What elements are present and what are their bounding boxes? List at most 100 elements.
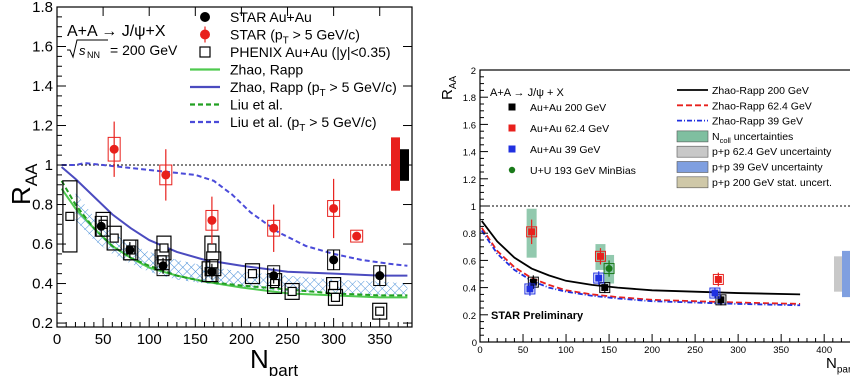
chart1-x-tick-label: 50 <box>95 331 112 348</box>
chart1-y-axis-label: RAA <box>6 163 41 205</box>
legend2-model-label: Ncoll uncertainties <box>712 131 793 145</box>
legend2-entry-label: Au+Au 200 GeV <box>530 102 606 114</box>
phenix-point <box>159 243 169 253</box>
chart2-x-tick-label: 200 <box>644 345 660 356</box>
chart1-y-tick-label: 1 <box>45 157 53 174</box>
chart2-y-tick-label: 0.4 <box>463 284 476 295</box>
data-point-series-3 <box>595 274 603 282</box>
star-auau-point <box>207 267 217 277</box>
chart1-annotation-energy: = 200 GeV <box>110 42 178 58</box>
star-auau-point <box>329 255 339 265</box>
chart2-plot-area <box>480 205 850 307</box>
phenix-sys-box <box>284 282 300 300</box>
model-curve-3 <box>480 229 801 307</box>
phenix-sys-box <box>156 235 172 261</box>
theory-curve-2 <box>60 166 408 277</box>
star-auau-point <box>125 245 135 255</box>
chart1-y-tick-label: 1.2 <box>32 118 53 135</box>
phenix-point <box>207 243 217 253</box>
chart2-y-tick-label: 0.8 <box>463 229 476 240</box>
chart1-y-tick-label: 1.6 <box>32 39 53 56</box>
data-point-series-3 <box>526 285 534 293</box>
model-curve-2 <box>480 227 801 305</box>
chart2-y-tick-label: 0.2 <box>463 311 476 322</box>
phenix-point <box>287 286 297 297</box>
chart1-x-tick-label: 150 <box>183 331 208 348</box>
legend2-box-sample <box>676 176 709 189</box>
legend2-box-sample <box>676 130 709 143</box>
phenix-point <box>209 259 219 269</box>
legend2-model-label: Zhao-Rapp 200 GeV <box>712 85 809 97</box>
data-point-series-1 <box>717 296 725 304</box>
chart1-y-tick-label: 0.6 <box>32 236 53 253</box>
phenix-sys-box <box>62 180 78 253</box>
phenix-point <box>109 233 119 243</box>
sqrt-sign <box>67 39 108 59</box>
phenix-point <box>270 278 280 289</box>
star-auau-point <box>269 271 279 281</box>
phenix-point <box>375 306 385 316</box>
star-auau-point <box>375 271 385 281</box>
chart2-x-tick-label: 150 <box>601 345 617 356</box>
star-highpt-point <box>161 170 171 180</box>
pp-uncertainty-box-1 <box>834 256 843 292</box>
global-uncertainty-box-1 <box>391 137 400 191</box>
chart2-y-tick-label: 1.4 <box>463 148 476 159</box>
theory-curve-4 <box>61 162 408 267</box>
star-highpt-sys-box <box>350 229 364 243</box>
legend2-box-sample <box>676 161 709 173</box>
star-auau-point <box>96 221 106 231</box>
legend2-entry-label: Au+Au 62.4 GeV <box>530 123 609 135</box>
chart2-x-tick-label: 300 <box>730 345 746 356</box>
chart1-x-tick-label: 250 <box>275 331 300 348</box>
chart2-y-tick-label: 1.6 <box>463 120 476 131</box>
chart2-annotation-preliminary: STAR Preliminary <box>491 310 584 322</box>
legend-entry-label: Zhao, Rapp <box>230 62 303 78</box>
legend-entry-label: PHENIX Au+Au (|y|<0.35) <box>230 44 391 60</box>
legend2-marker-circle <box>508 166 516 174</box>
chart1-annotation-s: s <box>79 43 86 58</box>
model-curve-1 <box>481 220 801 296</box>
phenix-point <box>330 292 341 302</box>
chart2-y-tick-label: 2 <box>471 66 476 77</box>
chart1-x-tick-label: 300 <box>321 331 346 348</box>
legend2-marker-square <box>508 103 516 111</box>
phenix-point <box>329 280 339 291</box>
legend2-entry-label: U+U 193 GeV MinBias <box>530 165 636 177</box>
data-point-series-1 <box>601 284 609 292</box>
chart1-frame <box>56 6 413 328</box>
chart1-annotation-reaction: A+A → J/ψ+X <box>67 23 166 40</box>
chart1-y-tick-label: 1.4 <box>32 78 53 95</box>
pp-uncertainty-box-2 <box>842 250 850 298</box>
legend-entry-label: STAR (pT > 5 GeV/c) <box>230 27 360 47</box>
legend2-model-label: Zhao-Rapp 62.4 GeV <box>712 100 812 112</box>
data-point-series-1 <box>529 278 537 286</box>
legend2-model-label: p+p 200 GeV stat. uncert. <box>712 177 832 189</box>
legend2-model-label: p+p 39 GeV uncertainty <box>712 162 823 174</box>
legend-marker-circle <box>200 12 210 22</box>
star-sys-box <box>267 265 281 287</box>
star-auau-point <box>158 261 168 271</box>
chart2-y-tick-label: 1 <box>471 202 476 213</box>
chart2-x-axis-label: Npart <box>826 355 850 376</box>
data-point-series-2 <box>714 275 722 283</box>
legend-entry-label: Liu et al. (pT > 5 GeV/c) <box>230 114 377 134</box>
legend-entry-label: Zhao, Rapp (pT > 5 GeV/c) <box>230 79 397 99</box>
data-point-series-2 <box>596 252 604 260</box>
chart2-x-tick-label: 0 <box>477 345 482 356</box>
phenix-sys-box <box>106 225 122 251</box>
phenix-sys-box <box>244 263 261 285</box>
legend-marker-square <box>199 46 211 58</box>
chart2-x-tick-label: 400 <box>816 345 832 356</box>
star-sys-box <box>123 239 137 261</box>
hatched-band-cross <box>75 192 408 296</box>
chart2-x-tick-label: 100 <box>558 345 574 356</box>
chart2-x-tick-label: 250 <box>687 345 703 356</box>
chart2-y-tick-label: 0.6 <box>463 256 476 267</box>
chart1-plot-area <box>57 121 412 320</box>
legend2-model-label: Zhao-Rapp 39 GeV <box>712 116 803 128</box>
chart1-x-tick-label: 200 <box>229 331 254 348</box>
star-sys-box <box>156 255 170 277</box>
chart2-y-zero-label: 0 <box>472 338 477 349</box>
chart1-x-axis-label: Npart <box>250 344 298 376</box>
